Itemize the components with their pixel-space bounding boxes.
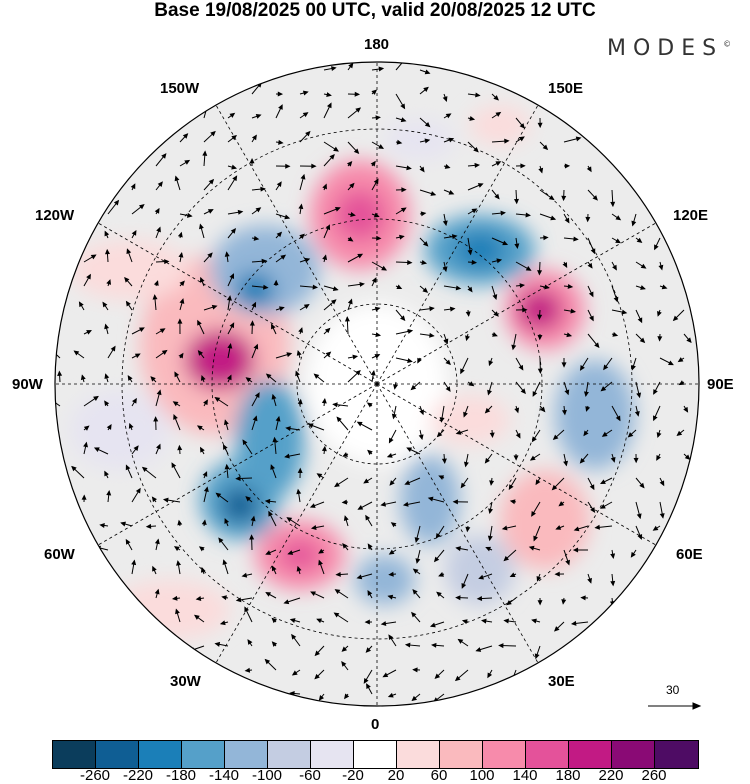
- colorbar-tick-label: -20: [342, 767, 364, 784]
- reference-arrow: [648, 703, 700, 709]
- colorbar-swatch: [655, 741, 698, 768]
- colorbar-swatch: [139, 741, 182, 768]
- colorbar-tick-label: 260: [641, 767, 666, 784]
- colorbar-tick-label: -220: [123, 767, 153, 784]
- lon-label-90e: 90E: [707, 376, 734, 393]
- colorbar-swatch: [311, 741, 354, 768]
- colorbar: [52, 740, 699, 769]
- colorbar-swatch: [53, 741, 96, 768]
- colorbar-tick-label: 140: [512, 767, 537, 784]
- colorbar-swatch: [225, 741, 268, 768]
- colorbar-swatch: [483, 741, 526, 768]
- lon-label-0: 0: [371, 716, 379, 733]
- colorbar-swatch: [526, 741, 569, 768]
- colorbar-tick-label: -100: [252, 767, 282, 784]
- colorbar-swatch: [268, 741, 311, 768]
- lon-label-60w: 60W: [44, 546, 75, 563]
- lon-label-120w: 120W: [35, 207, 74, 224]
- colorbar-tick-label: -60: [299, 767, 321, 784]
- colorbar-swatch: [397, 741, 440, 768]
- colorbar-tick-label: 100: [469, 767, 494, 784]
- colorbar-swatch: [182, 741, 225, 768]
- lon-label-30e: 30E: [548, 673, 575, 690]
- colorbar-tick-label: -140: [209, 767, 239, 784]
- lon-label-90w: 90W: [12, 376, 43, 393]
- lon-label-150w: 150W: [160, 80, 199, 97]
- lon-label-150e: 150E: [548, 80, 583, 97]
- colorbar-tick-label: 180: [555, 767, 580, 784]
- lon-label-30w: 30W: [170, 673, 201, 690]
- colorbar-swatch: [354, 741, 397, 768]
- reference-vector-value: 30: [666, 683, 679, 697]
- colorbar-swatch: [569, 741, 612, 768]
- colorbar-tick-label: 60: [431, 767, 448, 784]
- colorbar-swatch: [440, 741, 483, 768]
- lon-label-120e: 120E: [673, 207, 708, 224]
- colorbar-tick-label: -260: [80, 767, 110, 784]
- lon-label-180: 180: [364, 36, 389, 53]
- lon-label-60e: 60E: [676, 546, 703, 563]
- colorbar-tick-label: -180: [166, 767, 196, 784]
- colorbar-tick-label: 220: [598, 767, 623, 784]
- colorbar-swatch: [612, 741, 655, 768]
- colorbar-swatch: [96, 741, 139, 768]
- colorbar-tick-label: 20: [388, 767, 405, 784]
